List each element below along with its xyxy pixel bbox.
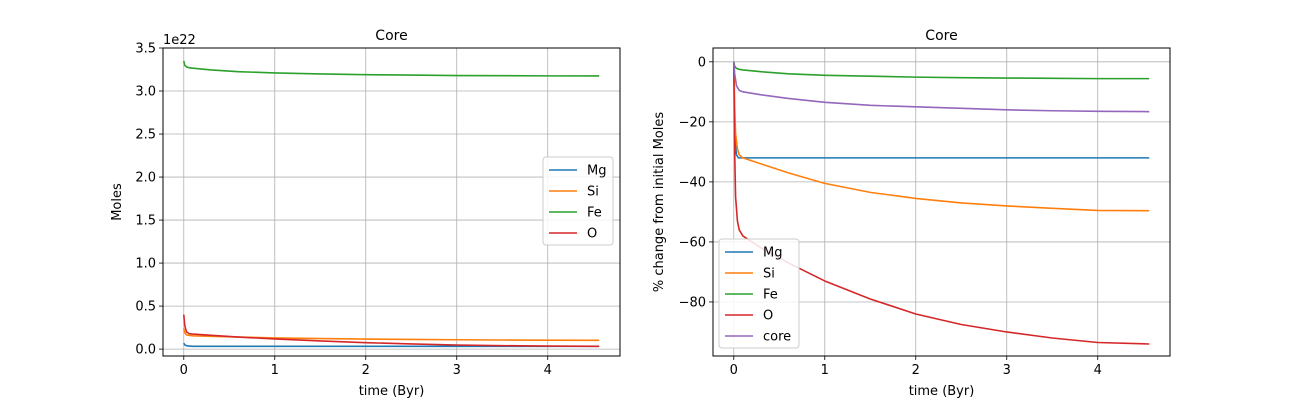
series-line-si	[182, 328, 600, 342]
legend-label-si: Si	[763, 267, 775, 282]
y-tick-label: −60	[679, 235, 706, 250]
chart-left: 0 1 2 3 4 0.0 0.5 1.0 1.5 2.0 2.5 3.0 3.5 Core time …	[110, 28, 621, 399]
legend-label-core: core	[763, 330, 791, 345]
x-tick-label: 2	[362, 363, 370, 378]
chart-title-right: Core	[925, 28, 957, 44]
ticks-right: 0 1 2 3 4 0 −20 −40 −60 −80	[679, 55, 1102, 378]
ticks-left: 0 1 2 3 4 0.0 0.5 1.0 1.5 2.0 2.5 3.0 3.5	[135, 42, 552, 379]
legend-label-o: O	[587, 227, 597, 242]
y-axis-label-left: Moles	[110, 183, 125, 221]
series-line-fe	[732, 61, 1150, 80]
legend-label-fe: Fe	[763, 288, 778, 303]
x-tick-label: 1	[271, 363, 279, 378]
legend-label-o: O	[763, 309, 773, 324]
y-axis-offset-label: 1e22	[163, 33, 196, 48]
y-tick-label: 1.5	[135, 214, 156, 229]
y-tick-label: 0.0	[135, 343, 156, 358]
y-tick-label: 0.5	[135, 300, 156, 315]
x-tick-label: 4	[544, 363, 552, 378]
x-axis-label-right: time (Byr)	[909, 384, 975, 399]
y-axis-label-right: % change from initial Moles	[652, 112, 667, 293]
x-tick-label: 0	[180, 363, 188, 378]
x-axis-label-left: time (Byr)	[359, 384, 425, 399]
legend-left: Mg Si Fe O	[542, 156, 614, 246]
series-line-o	[182, 314, 600, 348]
axes-frame-right	[712, 47, 1171, 357]
axes-frame-left	[162, 47, 621, 357]
y-tick-label: −40	[679, 175, 706, 190]
legend-box	[718, 238, 800, 349]
series-line-si	[732, 61, 1150, 212]
x-tick-label: 1	[821, 363, 829, 378]
x-tick-label: 4	[1094, 363, 1102, 378]
chart-title-left: Core	[375, 28, 407, 44]
x-tick-label: 0	[730, 363, 738, 378]
chart-right: 0 1 2 3 4 0 −20 −40 −60 −80 Core time (Byr) % cha…	[652, 28, 1171, 399]
y-tick-label: 2.0	[135, 171, 156, 186]
y-tick-label: −20	[679, 115, 706, 130]
legend-label-mg: Mg	[587, 164, 606, 179]
y-tick-label: 3.5	[135, 42, 156, 57]
y-tick-label: 0	[698, 55, 706, 70]
x-tick-label: 3	[453, 363, 461, 378]
legend-label-mg: Mg	[763, 246, 782, 261]
series-line-mg	[183, 342, 600, 348]
y-tick-label: 3.0	[135, 85, 156, 100]
series-line-fe	[182, 60, 600, 77]
y-tick-label: 2.5	[135, 128, 156, 143]
series-lines-left	[182, 60, 600, 348]
y-tick-label: 1.0	[135, 257, 156, 272]
legend-box	[542, 156, 614, 246]
x-tick-label: 2	[912, 363, 920, 378]
series-lines-right	[732, 61, 1150, 345]
legend-label-fe: Fe	[587, 206, 602, 221]
legend-label-si: Si	[587, 185, 599, 200]
series-line-core	[732, 61, 1150, 113]
x-tick-label: 3	[1003, 363, 1011, 378]
y-tick-label: −80	[679, 295, 706, 310]
